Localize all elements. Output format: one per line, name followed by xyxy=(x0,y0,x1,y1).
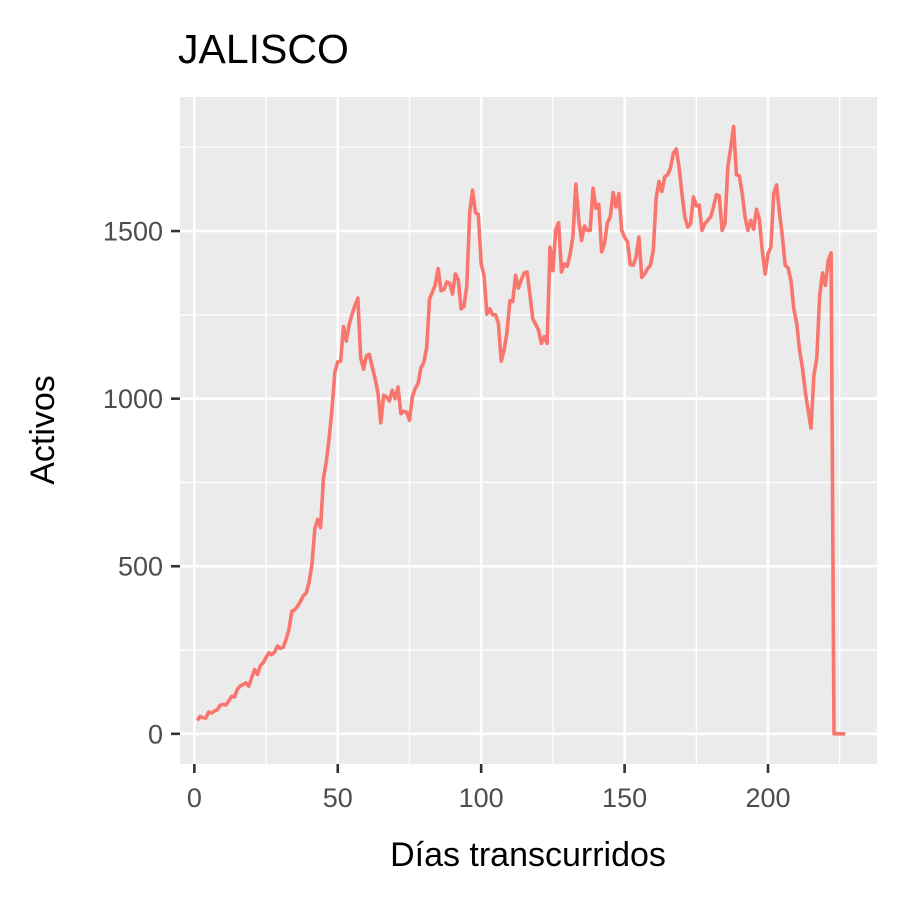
x-tick-label-3: 150 xyxy=(602,783,647,813)
chart-title: JALISCO xyxy=(178,26,349,72)
y-tick-label-0: 0 xyxy=(148,719,163,749)
y-axis-title: Activos xyxy=(24,375,62,485)
y-tick-label-1: 500 xyxy=(118,552,163,582)
x-tick-label-1: 50 xyxy=(323,783,353,813)
x-axis-title: Días transcurridos xyxy=(390,836,666,874)
y-axis: 0 500 1000 1500 xyxy=(103,217,180,749)
x-axis: 0 50 100 150 200 xyxy=(187,764,791,813)
plot-panel xyxy=(180,97,877,764)
major-gridlines xyxy=(180,97,877,764)
x-tick-label-2: 100 xyxy=(459,783,504,813)
x-tick-label-4: 200 xyxy=(745,783,790,813)
series-layer xyxy=(195,124,846,736)
x-tick-label-0: 0 xyxy=(187,783,202,813)
minor-gridlines xyxy=(180,97,877,764)
y-tick-label-3: 1500 xyxy=(103,217,163,247)
y-tick-label-2: 1000 xyxy=(103,384,163,414)
series-line-0 xyxy=(195,124,846,736)
